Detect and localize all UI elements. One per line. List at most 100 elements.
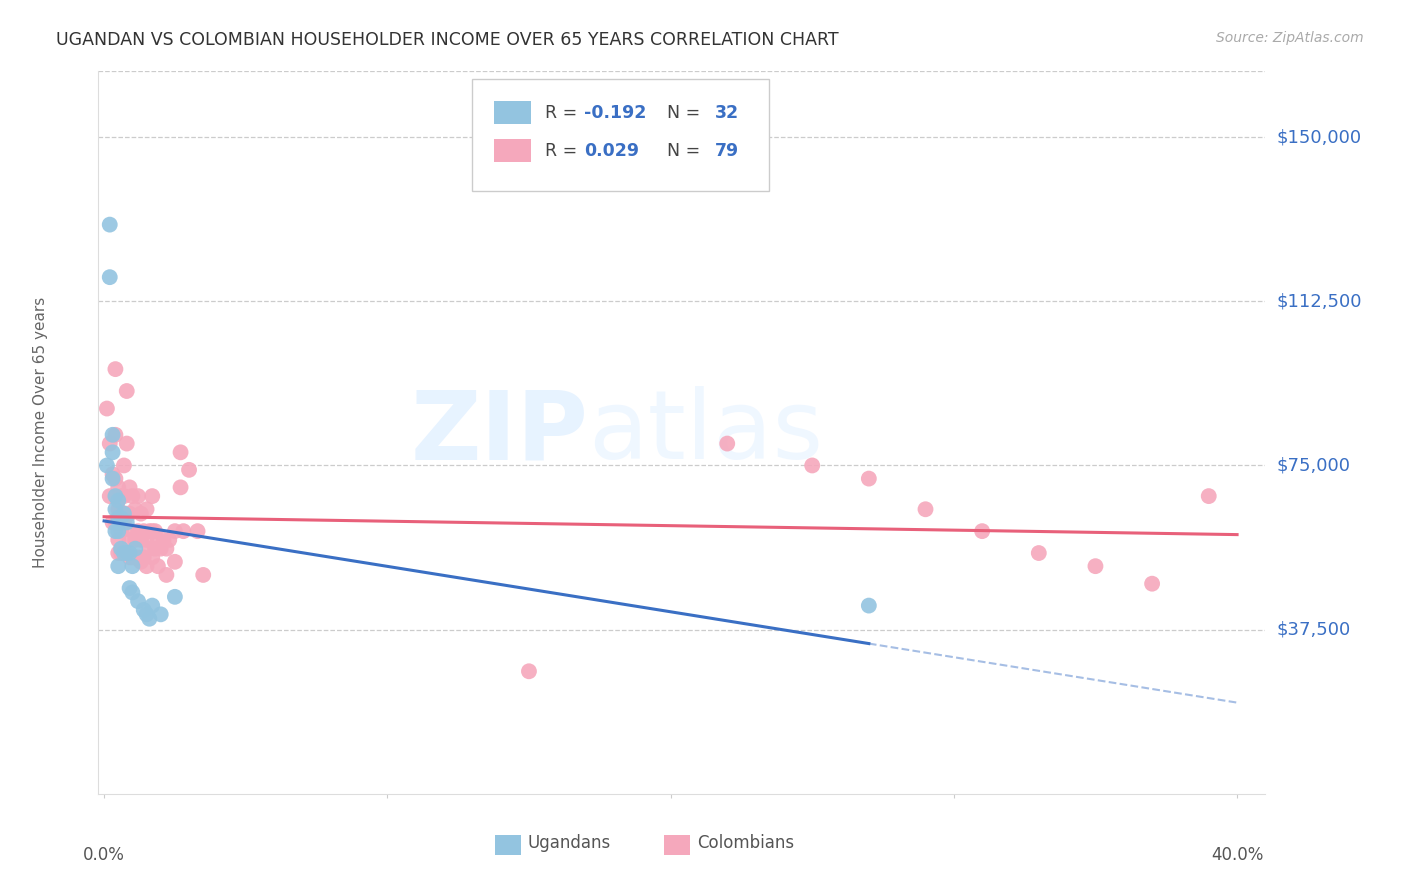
Point xyxy=(104,502,127,516)
Point xyxy=(972,524,994,538)
Point xyxy=(135,607,157,622)
Point xyxy=(110,489,132,503)
Point xyxy=(104,516,127,530)
Point xyxy=(152,533,174,547)
Point xyxy=(132,550,155,565)
Point xyxy=(110,511,132,525)
Text: ZIP: ZIP xyxy=(411,386,589,479)
Point xyxy=(98,218,121,232)
Point xyxy=(112,546,135,560)
Point xyxy=(110,541,132,556)
Point xyxy=(187,524,209,538)
Text: R =: R = xyxy=(546,142,583,160)
Point xyxy=(118,581,141,595)
Text: 32: 32 xyxy=(714,103,738,121)
Point xyxy=(155,568,177,582)
Point xyxy=(177,463,200,477)
Point xyxy=(121,550,143,565)
Text: -0.192: -0.192 xyxy=(583,103,647,121)
Point xyxy=(146,559,169,574)
Point xyxy=(121,585,143,599)
Point xyxy=(146,533,169,547)
Point xyxy=(104,362,127,376)
Point xyxy=(115,384,138,398)
Text: 79: 79 xyxy=(714,142,738,160)
Point xyxy=(101,445,124,459)
Point xyxy=(98,436,121,450)
Point xyxy=(98,489,121,503)
Point xyxy=(143,541,166,556)
Point xyxy=(1140,576,1163,591)
Point xyxy=(143,524,166,538)
Point xyxy=(1084,559,1107,574)
Point xyxy=(132,603,155,617)
Point xyxy=(172,524,194,538)
Point xyxy=(107,480,129,494)
Text: $112,500: $112,500 xyxy=(1277,293,1362,310)
Point xyxy=(858,599,880,613)
Point xyxy=(124,541,146,556)
Text: 0.0%: 0.0% xyxy=(83,847,125,864)
Point xyxy=(149,607,172,622)
Point xyxy=(129,507,152,521)
Point xyxy=(129,555,152,569)
Text: Householder Income Over 65 years: Householder Income Over 65 years xyxy=(32,297,48,568)
Point xyxy=(121,489,143,503)
Point xyxy=(1028,546,1050,560)
Point xyxy=(118,533,141,547)
Point xyxy=(193,568,215,582)
Text: 0.029: 0.029 xyxy=(583,142,638,160)
Point xyxy=(118,480,141,494)
Text: 40.0%: 40.0% xyxy=(1211,847,1263,864)
Point xyxy=(98,270,121,285)
Point xyxy=(155,541,177,556)
Point xyxy=(107,511,129,525)
FancyBboxPatch shape xyxy=(494,139,531,162)
Point xyxy=(124,502,146,516)
Point xyxy=(169,445,191,459)
Point xyxy=(135,502,157,516)
Point xyxy=(127,489,149,503)
Point xyxy=(112,546,135,560)
Point xyxy=(115,516,138,530)
Point xyxy=(124,550,146,565)
Point xyxy=(107,502,129,516)
Point xyxy=(138,524,160,538)
Point xyxy=(169,480,191,494)
Point xyxy=(101,472,124,486)
Point xyxy=(135,533,157,547)
Point xyxy=(118,550,141,565)
Point xyxy=(132,524,155,538)
Point xyxy=(96,401,118,416)
Point xyxy=(141,599,163,613)
Point xyxy=(107,493,129,508)
Text: Source: ZipAtlas.com: Source: ZipAtlas.com xyxy=(1216,31,1364,45)
Point xyxy=(110,507,132,521)
Point xyxy=(112,516,135,530)
Point xyxy=(112,507,135,521)
Point xyxy=(127,594,149,608)
Point xyxy=(127,524,149,538)
Point xyxy=(115,546,138,560)
Point xyxy=(112,489,135,503)
Point xyxy=(517,665,540,679)
Text: UGANDAN VS COLOMBIAN HOUSEHOLDER INCOME OVER 65 YEARS CORRELATION CHART: UGANDAN VS COLOMBIAN HOUSEHOLDER INCOME … xyxy=(56,31,839,49)
Point xyxy=(124,533,146,547)
Text: N =: N = xyxy=(657,103,706,121)
Point xyxy=(101,516,124,530)
Point xyxy=(1198,489,1220,503)
Text: $150,000: $150,000 xyxy=(1277,128,1361,146)
Point xyxy=(104,427,127,442)
Point xyxy=(163,590,186,604)
Point xyxy=(118,507,141,521)
FancyBboxPatch shape xyxy=(472,78,769,191)
Point xyxy=(115,436,138,450)
Point xyxy=(104,524,127,538)
Point xyxy=(107,524,129,538)
Point xyxy=(138,612,160,626)
Point xyxy=(801,458,824,473)
Text: R =: R = xyxy=(546,103,583,121)
FancyBboxPatch shape xyxy=(494,101,531,124)
Point xyxy=(96,458,118,473)
Point xyxy=(115,507,138,521)
